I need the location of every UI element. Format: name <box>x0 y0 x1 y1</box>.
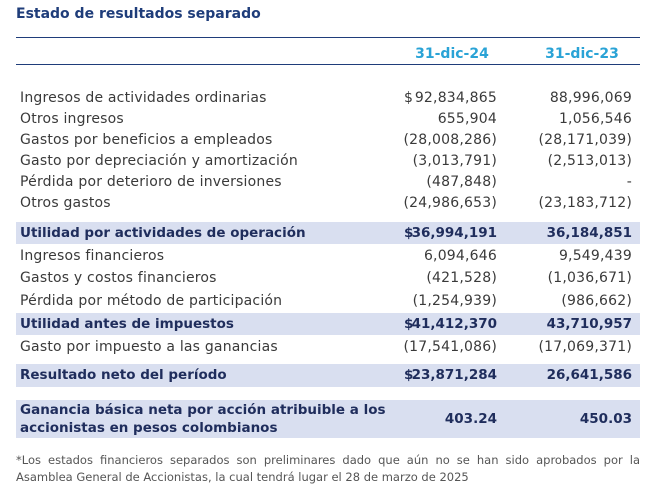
value-2023: 1,056,546 <box>558 111 632 127</box>
eps-row: Ganancia básica neta por acción atribuib… <box>16 400 640 438</box>
value-2024: (17,541,086) <box>403 339 497 355</box>
value-2024: 6,094,646 <box>423 248 497 264</box>
value-2023: 88,996,069 <box>549 90 632 106</box>
row-label: Otros ingresos <box>20 111 124 127</box>
value-2024: (24,986,653) <box>403 195 497 211</box>
value-2024: (3,013,791) <box>412 153 497 169</box>
subtotal-row-pretax-income: Utilidad antes de impuestos $ 41,412,370… <box>16 313 640 335</box>
value-2023: 43,710,957 <box>546 316 632 332</box>
value-2024: 41,412,370 <box>411 316 497 332</box>
value-2024: 655,904 <box>437 111 497 127</box>
table-row: Gastos y costos financieros (421,528) (1… <box>16 268 640 288</box>
table-row: Ingresos de actividades ordinarias $ 92,… <box>16 88 640 108</box>
eps-value-2024: 403.24 <box>444 411 497 427</box>
row-label: Ingresos de actividades ordinarias <box>20 90 267 106</box>
currency-symbol: $ <box>404 316 414 332</box>
row-label: Gasto por impuesto a las ganancias <box>20 339 278 355</box>
row-label: Pérdida por deterioro de inversiones <box>20 174 282 190</box>
value-2024: 23,871,284 <box>411 367 497 383</box>
column-header-2024: 31-dic-24 <box>415 46 489 62</box>
value-2023: (28,171,039) <box>538 132 632 148</box>
row-label: Gastos por beneficios a empleados <box>20 132 273 148</box>
table-row: Ingresos financieros 6,094,646 9,549,439 <box>16 246 640 266</box>
row-label: Resultado neto del período <box>20 367 227 383</box>
subtotal-row-operating-income: Utilidad por actividades de operación $ … <box>16 222 640 244</box>
table-row: Otros ingresos 655,904 1,056,546 <box>16 109 640 129</box>
total-row-net-income: Resultado neto del período $ 23,871,284 … <box>16 364 640 387</box>
column-header-2023: 31-dic-23 <box>545 46 619 62</box>
value-2024: 92,834,865 <box>414 90 497 106</box>
row-label: Utilidad antes de impuestos <box>20 316 234 332</box>
header-top-rule <box>16 37 640 38</box>
row-label: Otros gastos <box>20 195 111 211</box>
row-label: Gasto por depreciación y amortización <box>20 153 298 169</box>
value-2024: (487,848) <box>426 174 497 190</box>
value-2024: (1,254,939) <box>412 293 497 309</box>
value-2023: (23,183,712) <box>538 195 632 211</box>
currency-symbol: $ <box>404 90 414 106</box>
eps-label-line1: Ganancia básica neta por acción atribuib… <box>20 402 386 418</box>
table-row: Otros gastos (24,986,653) (23,183,712) <box>16 193 640 213</box>
row-label: Utilidad por actividades de operación <box>20 225 306 241</box>
table-row: Gastos por beneficios a empleados (28,00… <box>16 130 640 150</box>
eps-value-2023: 450.03 <box>579 411 632 427</box>
value-2023: (986,662) <box>561 293 632 309</box>
value-2024: (28,008,286) <box>403 132 497 148</box>
value-2024: (421,528) <box>426 270 497 286</box>
row-label: Gastos y costos financieros <box>20 270 217 286</box>
eps-label-line2: accionistas en pesos colombianos <box>20 420 278 436</box>
value-2023: 9,549,439 <box>558 248 632 264</box>
table-row: Gasto por depreciación y amortización (3… <box>16 151 640 171</box>
footnote: *Los estados financieros separados son p… <box>16 453 640 484</box>
value-2024: 36,994,191 <box>411 225 497 241</box>
value-2023: (2,513,013) <box>547 153 632 169</box>
currency-symbol: $ <box>404 225 414 241</box>
value-2023: (1,036,671) <box>547 270 632 286</box>
value-2023: 26,641,586 <box>546 367 632 383</box>
table-row: Pérdida por método de participación (1,2… <box>16 291 640 311</box>
header-bottom-rule <box>16 64 640 65</box>
table-row: Pérdida por deterioro de inversiones (48… <box>16 172 640 192</box>
table-row: Gasto por impuesto a las ganancias (17,5… <box>16 337 640 357</box>
value-2023: (17,069,371) <box>538 339 632 355</box>
currency-symbol: $ <box>404 367 414 383</box>
value-2023: - <box>626 174 632 190</box>
row-label: Ingresos financieros <box>20 248 165 264</box>
row-label: Pérdida por método de participación <box>20 293 283 309</box>
statement-title: Estado de resultados separado <box>16 6 261 22</box>
value-2023: 36,184,851 <box>546 225 632 241</box>
